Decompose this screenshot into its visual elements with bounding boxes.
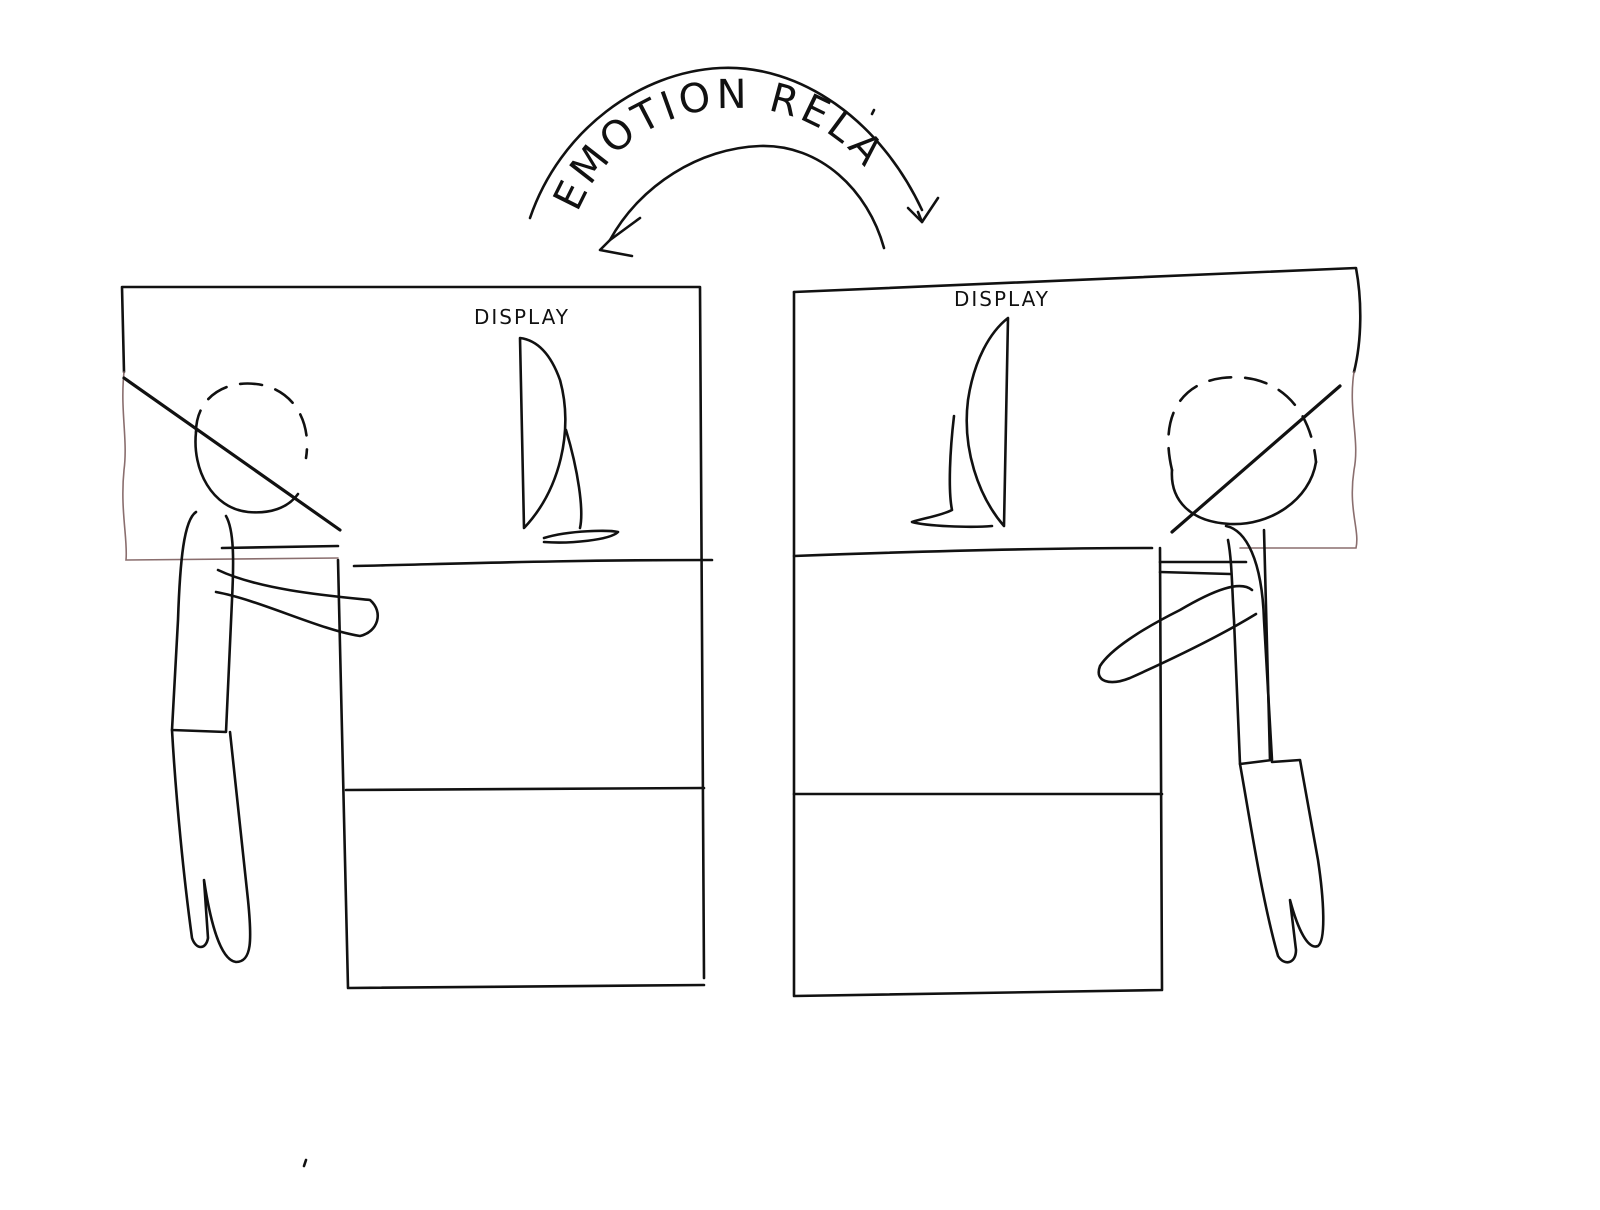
left-display-label: DISPLAY [474,305,570,329]
right-booth: DISPLAY [792,266,1362,998]
left-person-icon [122,376,380,964]
left-booth: DISPLAY [120,285,714,990]
stray-mark [302,1158,308,1168]
right-display-label: DISPLAY [954,287,1050,311]
left-display-icon [518,336,620,544]
right-person-icon [1097,375,1342,964]
emotion-relay-label: EMOTION RELAY [0,0,892,217]
emotion-relay-arrow [528,66,940,258]
right-display-icon [910,316,1010,529]
arrowhead-left-icon [598,216,642,258]
stray-mark [870,108,876,116]
